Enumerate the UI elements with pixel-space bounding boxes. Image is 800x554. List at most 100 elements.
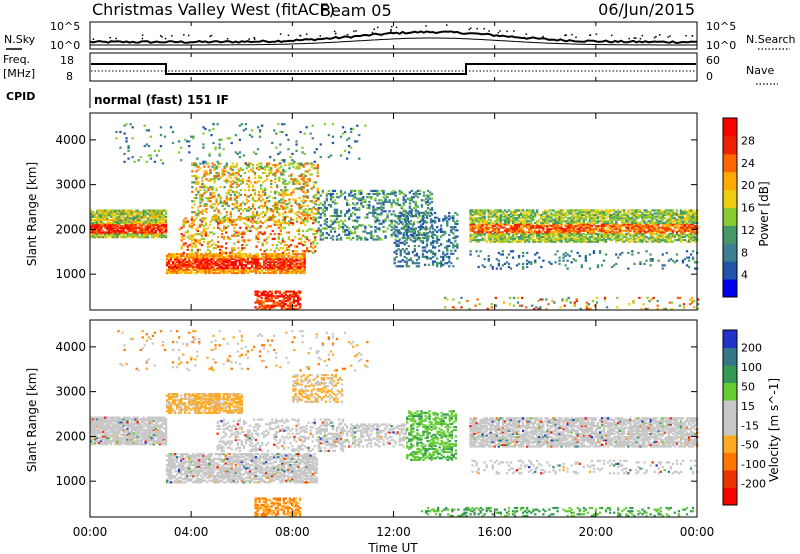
heatmap-cell (314, 181, 317, 184)
heatmap-cell (499, 221, 502, 224)
nsky-dot (334, 32, 337, 35)
heatmap-cell (493, 210, 496, 213)
heatmap-cell (152, 218, 155, 222)
heatmap-cell (364, 236, 367, 239)
heatmap-cell (242, 264, 246, 267)
heatmap-cell (424, 194, 428, 197)
heatmap-cell (226, 257, 229, 260)
heatmap-cell (217, 211, 220, 214)
heatmap-cell (186, 271, 189, 275)
heatmap-cell (611, 223, 614, 226)
heatmap-cell (623, 224, 626, 228)
heatmap-cell (193, 164, 196, 167)
heatmap-cell (431, 260, 435, 263)
heatmap-cell (413, 230, 416, 233)
heatmap-cell (323, 213, 326, 216)
heatmap-cell (489, 232, 492, 235)
heatmap-cell (611, 220, 614, 223)
heatmap-cell (356, 208, 359, 211)
heatmap-cell (150, 214, 153, 217)
heatmap-cell (520, 209, 523, 212)
heatmap-cell (202, 262, 205, 265)
heatmap-cell (210, 270, 213, 273)
heatmap-cell (188, 268, 191, 271)
heatmap-cell (265, 262, 268, 265)
heatmap-cell (511, 239, 515, 242)
heatmap-cell (265, 254, 268, 257)
heatmap-cell (348, 194, 351, 197)
heatmap-cell (413, 237, 416, 240)
heatmap-cell (259, 231, 262, 234)
heatmap-cell (316, 170, 319, 173)
heatmap-cell (454, 249, 457, 252)
heatmap-cell (576, 232, 579, 235)
heatmap-cell (296, 179, 299, 182)
heatmap-cell (241, 179, 245, 182)
heatmap-cell (471, 234, 474, 237)
heatmap-cell (144, 233, 147, 236)
heatmap-cell (540, 237, 543, 240)
heatmap-cell (572, 237, 575, 240)
heatmap-cell (180, 270, 183, 273)
heatmap-cell (236, 270, 239, 273)
heatmap-cell (199, 196, 202, 200)
heatmap-cell (174, 254, 177, 257)
heatmap-cell (217, 195, 220, 198)
heatmap-cell (174, 253, 177, 256)
heatmap-cell (160, 233, 164, 236)
heatmap-cell (438, 238, 441, 241)
heatmap-cell (281, 270, 284, 273)
heatmap-cell (162, 229, 166, 233)
heatmap-cell (546, 217, 549, 220)
heatmap-cell (485, 223, 488, 226)
heatmap-cell (580, 235, 583, 239)
heatmap-cell (497, 223, 500, 226)
heatmap-cell (284, 290, 287, 293)
heatmap-cell (112, 222, 115, 225)
nsky-dot (279, 33, 282, 35)
heatmap-cell (483, 210, 486, 213)
heatmap-cell (568, 220, 571, 223)
heatmap-cell (424, 202, 428, 205)
heatmap-cell (574, 239, 577, 242)
heatmap-cell (240, 259, 243, 262)
heatmap-cell (499, 223, 502, 226)
heatmap-cell (444, 218, 447, 221)
heatmap-cell (154, 211, 157, 214)
heatmap-cell (446, 221, 449, 224)
heatmap-cell (292, 165, 295, 168)
heatmap-cell (321, 203, 324, 207)
heatmap-cell (247, 229, 250, 233)
heatmap-cell (566, 232, 569, 235)
heatmap-cell (544, 234, 547, 237)
heatmap-cell (245, 209, 249, 212)
heatmap-cell (376, 189, 379, 192)
heatmap-cell (536, 220, 539, 223)
heatmap-cell (611, 232, 614, 235)
heatmap-cell (528, 217, 531, 220)
heatmap-cell (199, 186, 202, 189)
heatmap-cell (154, 223, 157, 226)
heatmap-cell (281, 265, 284, 268)
heatmap-cell (280, 306, 283, 309)
heatmap-cell (436, 238, 439, 241)
heatmap-cell (395, 265, 398, 268)
nsky-dot (355, 30, 357, 32)
heatmap-cell (205, 178, 208, 181)
heatmap-cell (448, 265, 451, 268)
heatmap-cell (225, 247, 228, 250)
heatmap-cell (596, 226, 600, 229)
heatmap-cell (136, 233, 139, 236)
heatmap-cell (473, 239, 476, 242)
heatmap-cell (317, 197, 320, 200)
heatmap-cell (509, 215, 513, 218)
heatmap-cell (619, 217, 622, 220)
heatmap-cell (229, 196, 232, 200)
heatmap-cell (560, 209, 563, 212)
heatmap-cell (298, 304, 302, 307)
heatmap-cell (522, 237, 525, 240)
heatmap-cell (310, 200, 313, 203)
heatmap-cell (116, 217, 119, 220)
heatmap-cell (245, 215, 249, 218)
heatmap-cell (266, 164, 269, 167)
